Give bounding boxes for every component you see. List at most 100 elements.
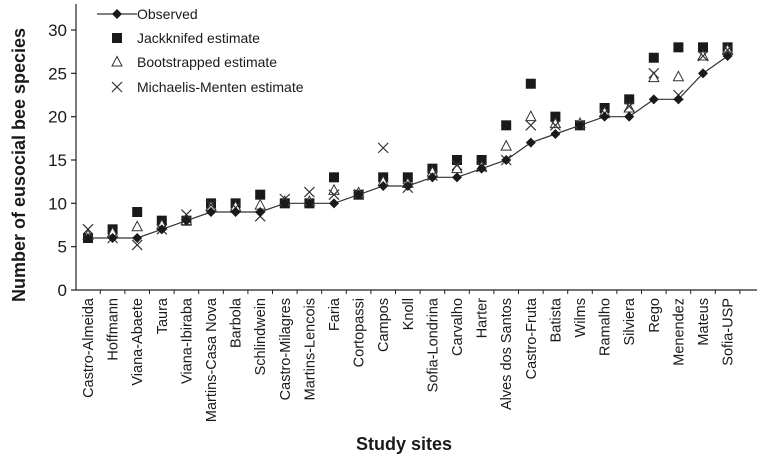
y-tick-label: 20 bbox=[48, 108, 67, 127]
data-point bbox=[82, 223, 94, 235]
x-category-label: Wilms bbox=[573, 298, 589, 337]
x-category-label: Taura bbox=[155, 297, 171, 334]
x-category-label: Batista bbox=[548, 297, 564, 342]
x-category-label: Barbola bbox=[229, 297, 245, 348]
legend-item: Jackknifed estimate bbox=[112, 30, 260, 46]
data-point bbox=[624, 111, 635, 122]
data-point bbox=[107, 233, 118, 243]
data-point bbox=[673, 42, 684, 53]
data-point bbox=[452, 172, 462, 183]
x-category-label: Viana-Ibiraba bbox=[179, 297, 195, 384]
data-point bbox=[451, 159, 463, 171]
y-tick-label: 10 bbox=[48, 194, 67, 213]
x-category-label: Knoll bbox=[401, 298, 417, 330]
data-point bbox=[377, 142, 389, 154]
legend-label: Bootstrapped estimate bbox=[137, 54, 277, 70]
data-point bbox=[402, 181, 413, 191]
data-point bbox=[328, 183, 340, 195]
data-point bbox=[329, 172, 339, 183]
x-category-label: Mateus bbox=[696, 298, 712, 346]
data-point bbox=[575, 120, 585, 131]
data-point bbox=[476, 155, 487, 165]
data-point bbox=[524, 110, 537, 122]
x-category-label: Viana-Abaete bbox=[130, 298, 146, 386]
legend-marker bbox=[111, 81, 123, 93]
x-category-label: Castro-Almeida bbox=[81, 297, 97, 398]
axes bbox=[75, 4, 757, 291]
y-tick-label: 30 bbox=[48, 21, 67, 40]
data-point bbox=[550, 111, 561, 122]
data-point bbox=[500, 139, 513, 151]
x-category-label: Campos bbox=[376, 298, 392, 352]
data-point bbox=[83, 233, 93, 243]
x-category-label: Sofia-USP bbox=[721, 298, 737, 366]
data-point bbox=[648, 94, 659, 105]
data-point bbox=[205, 199, 217, 211]
series-observed bbox=[83, 51, 733, 243]
data-point bbox=[156, 224, 167, 235]
data-point bbox=[623, 100, 635, 112]
data-point bbox=[255, 207, 266, 217]
data-point bbox=[599, 111, 610, 122]
legend-label: Jackknifed estimate bbox=[137, 30, 260, 46]
x-category-label: Alves dos Santos bbox=[499, 298, 515, 410]
data-point bbox=[303, 186, 315, 198]
data-point bbox=[132, 207, 143, 217]
data-point bbox=[230, 207, 241, 217]
data-point bbox=[722, 44, 734, 56]
x-category-label: Martins-Casa Nova bbox=[204, 297, 220, 422]
legend-marker bbox=[112, 33, 122, 43]
legend: Observed Jackknifed estimate Bootstrapped … bbox=[97, 6, 304, 95]
data-point bbox=[328, 189, 340, 201]
x-category-label: Hoffmann bbox=[106, 298, 122, 361]
y-tick-label: 5 bbox=[58, 238, 67, 257]
series-jackknifed-estimate bbox=[83, 42, 733, 243]
x-category-label: Castro-Fruta bbox=[524, 297, 540, 379]
data-point bbox=[647, 71, 660, 83]
data-point bbox=[525, 78, 536, 89]
data-point bbox=[525, 119, 537, 131]
x-category-label: Martins-Lencois bbox=[302, 298, 318, 400]
data-point bbox=[132, 233, 143, 243]
legend-label: Observed bbox=[137, 6, 198, 22]
x-category-label: Schlindwein bbox=[253, 298, 269, 375]
y-ticks: 0 5 10 15 20 25 30 bbox=[48, 21, 76, 300]
data-point bbox=[501, 120, 512, 131]
legend-item: Michaelis-Menten estimate bbox=[111, 79, 304, 95]
x-category-label: Carvalho bbox=[450, 298, 466, 356]
data-point bbox=[673, 94, 684, 105]
data-point bbox=[476, 163, 487, 174]
category-labels: Castro-Almeida Hoffmann Viana-Abaete Taura V… bbox=[81, 290, 741, 422]
data-point bbox=[672, 70, 685, 82]
data-point bbox=[452, 155, 462, 165]
series-bootstrapped-estimate bbox=[82, 43, 734, 240]
y-tick-label: 25 bbox=[48, 64, 67, 83]
y-axis-title: Number of eusocial bee species bbox=[9, 28, 29, 302]
data-point bbox=[378, 181, 389, 191]
legend-marker bbox=[112, 9, 122, 19]
y-tick-label: 15 bbox=[48, 151, 67, 170]
data-point bbox=[648, 52, 659, 63]
data-point bbox=[131, 239, 143, 251]
data-point bbox=[501, 155, 512, 165]
data-point bbox=[279, 198, 290, 209]
data-point bbox=[624, 94, 635, 105]
data-point bbox=[648, 67, 660, 79]
data-point bbox=[698, 68, 708, 79]
x-category-label: Sofia-Londrina bbox=[425, 297, 441, 392]
data-point bbox=[180, 209, 192, 221]
data-point bbox=[206, 207, 216, 217]
data-point bbox=[722, 51, 733, 61]
legend-item: Bootstrapped estimate bbox=[111, 54, 277, 70]
data-point bbox=[304, 198, 315, 209]
x-category-label: Cortopassi bbox=[352, 298, 368, 367]
x-category-label: Ramalho bbox=[598, 298, 614, 356]
series-michaelis-menten-estimate bbox=[82, 44, 734, 251]
y-tick-label: 0 bbox=[58, 281, 67, 300]
x-category-label: Rego bbox=[647, 298, 663, 333]
legend-item: Observed bbox=[97, 6, 198, 22]
data-point bbox=[353, 189, 364, 200]
data-point bbox=[697, 50, 709, 62]
x-category-label: Silviera bbox=[622, 297, 638, 345]
